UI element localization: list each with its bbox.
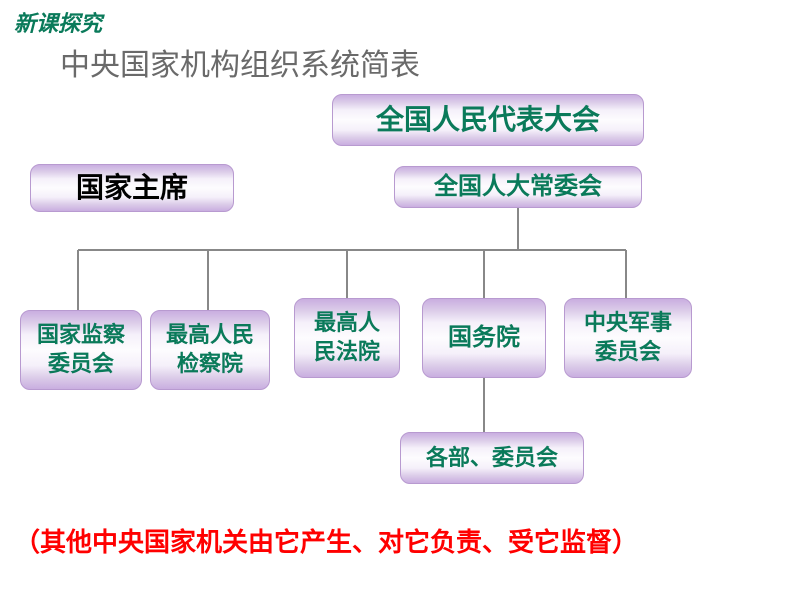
- node-dept-label: 各部、委员会: [426, 444, 558, 473]
- node-president-label: 国家主席: [76, 170, 188, 206]
- node-cmc: 中央军事委员会: [564, 298, 692, 378]
- node-departments: 各部、委员会: [400, 432, 584, 484]
- header-small-text: 新课探究: [14, 11, 102, 36]
- node-npc: 全国人民代表大会: [332, 94, 644, 146]
- footer-note: （其他中央国家机关由它产生、对它负责、受它监督）: [14, 522, 638, 559]
- node-procuratorate: 最高人民检察院: [150, 310, 270, 390]
- node-cmc-label: 中央军事委员会: [584, 309, 672, 366]
- page-title: 中央国家机构组织系统简表: [60, 40, 420, 84]
- node-sc-label: 全国人大常委会: [434, 171, 602, 202]
- node-nsc-label: 国家监察委员会: [37, 321, 125, 378]
- node-npc-label: 全国人民代表大会: [376, 102, 600, 138]
- node-president: 国家主席: [30, 164, 234, 212]
- node-spp-label: 最高人民检察院: [166, 321, 254, 378]
- header-small: 新课探究: [14, 6, 102, 38]
- node-spc-label: 最高人民法院: [314, 309, 380, 366]
- node-supreme-court: 最高人民法院: [294, 298, 400, 378]
- node-standing-committee: 全国人大常委会: [394, 166, 642, 208]
- node-supervisory: 国家监察委员会: [20, 310, 142, 390]
- footer-note-text: （其他中央国家机关由它产生、对它负责、受它监督）: [14, 527, 638, 557]
- node-state-council: 国务院: [422, 298, 546, 378]
- node-council-label: 国务院: [448, 322, 520, 353]
- page-title-text: 中央国家机构组织系统简表: [60, 49, 420, 82]
